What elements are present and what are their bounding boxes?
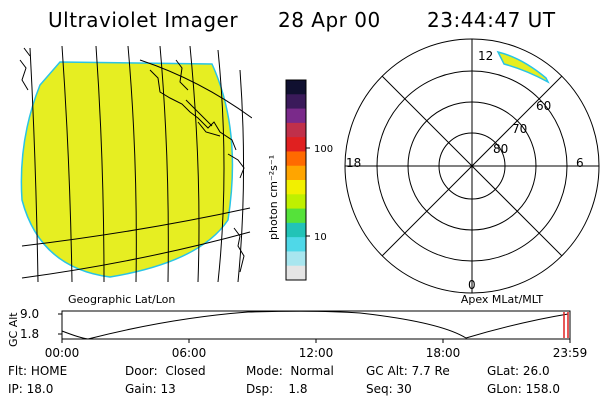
status-label: GC Alt: <box>366 364 408 378</box>
colorbar-tick-10: 10 <box>314 232 327 243</box>
colorbar-segment <box>286 194 306 210</box>
coastlines <box>19 47 245 273</box>
longitude-lines <box>29 45 245 283</box>
polar-plot: 12 18 6 0 60 70 80 Apex MLat/MLT <box>344 38 600 306</box>
status-value: 158.0 <box>525 382 560 396</box>
mlt-label-18: 18 <box>346 156 361 170</box>
aurora-oval <box>496 50 550 84</box>
alt-xtick-0000: 00:00 <box>45 346 80 360</box>
colorbar-segment <box>286 265 306 281</box>
colorbar-tick-100: 100 <box>314 144 333 155</box>
status-value: 13 <box>160 382 176 396</box>
lat-label-70: 70 <box>512 122 527 136</box>
status-value: 26.0 <box>522 364 550 378</box>
status-door: Door: Closed <box>125 364 206 378</box>
colorbar-segment <box>286 80 306 95</box>
status-gain: Gain: 13 <box>125 382 176 396</box>
status-flt: Flt: HOME <box>8 364 67 378</box>
lat-label-60: 60 <box>536 99 551 113</box>
status-value: 18.0 <box>26 382 54 396</box>
polar-caption: Apex MLat/MLT <box>461 293 544 306</box>
lat-label-80: 80 <box>493 142 508 156</box>
colorbar-segment <box>286 122 306 138</box>
alt-xtick-1800: 18:00 <box>426 346 461 360</box>
colorbar-frame <box>285 79 307 281</box>
status-seq: Seq: 30 <box>366 382 412 396</box>
colorbar-segment <box>286 108 306 124</box>
status-label: Dsp: <box>246 382 274 396</box>
status-value: 30 <box>396 382 412 396</box>
geographic-map: Geographic Lat/Lon <box>18 45 252 306</box>
status-label: GLat: <box>487 364 520 378</box>
colorbar-segments <box>286 80 306 281</box>
status-label: IP: <box>8 382 23 396</box>
colorbar-segment <box>286 165 306 181</box>
alt-ytick-1.8: 1.8 <box>20 327 39 341</box>
status-label: Door: <box>125 364 158 378</box>
mlt-label-6: 6 <box>576 156 584 170</box>
colorbar-segment <box>286 151 306 167</box>
colorbar-segment <box>286 137 306 152</box>
app-title: Ultraviolet Imager <box>48 8 239 32</box>
status-label: Flt: <box>8 364 27 378</box>
status-value: Normal <box>290 364 334 378</box>
alt-ytick-9: 9.0 <box>20 307 39 321</box>
status-dsp: Dsp: 1.8 <box>246 382 308 396</box>
status-value: Closed <box>165 364 206 378</box>
status-value: HOME <box>30 364 68 378</box>
colorbar-segment <box>286 237 306 252</box>
status-value: 1.8 <box>288 382 308 396</box>
date-label: 28 Apr 00 <box>278 8 381 32</box>
colorbar: 100 10 photon cm⁻²s⁻¹ <box>267 79 333 281</box>
alt-xtick-1200: 12:00 <box>299 346 334 360</box>
altitude-curve <box>61 310 569 340</box>
altitude-plot: 9.0 1.8 GC Alt 00:00 06:00 12:00 18:00 2… <box>7 307 587 360</box>
status-label: GLon: <box>487 382 522 396</box>
latitude-lines <box>21 59 252 279</box>
status-label: Mode: <box>246 364 283 378</box>
status-ip: IP: 18.0 <box>8 382 53 396</box>
colorbar-segment <box>286 208 306 224</box>
colorbar-segment <box>286 222 306 238</box>
status-value: 7.7 Re <box>411 364 450 378</box>
colorbar-segment <box>286 180 306 195</box>
polar-grid <box>344 38 600 294</box>
colorbar-unit-label: photon cm⁻²s⁻¹ <box>267 155 280 240</box>
mlt-label-0: 0 <box>468 278 476 292</box>
colorbar-segment <box>286 94 306 110</box>
status-mode: Mode: Normal <box>246 364 334 378</box>
status-gcalt: GC Alt: 7.7 Re <box>366 364 450 378</box>
mlt-label-12: 12 <box>478 49 493 63</box>
geo-caption: Geographic Lat/Lon <box>68 293 175 306</box>
colorbar-segment <box>286 251 306 267</box>
alt-xtick-0600: 06:00 <box>172 346 207 360</box>
alt-plot-frame <box>61 310 571 340</box>
alt-xtick-2359: 23:59 <box>553 346 588 360</box>
alt-ylabel: GC Alt <box>7 312 20 347</box>
status-glon: GLon: 158.0 <box>487 382 560 396</box>
status-label: Seq: <box>366 382 393 396</box>
status-label: Gain: <box>125 382 157 396</box>
earth-image-disk <box>20 61 234 278</box>
status-glat: GLat: 26.0 <box>487 364 550 378</box>
time-label: 23:44:47 UT <box>427 8 556 32</box>
